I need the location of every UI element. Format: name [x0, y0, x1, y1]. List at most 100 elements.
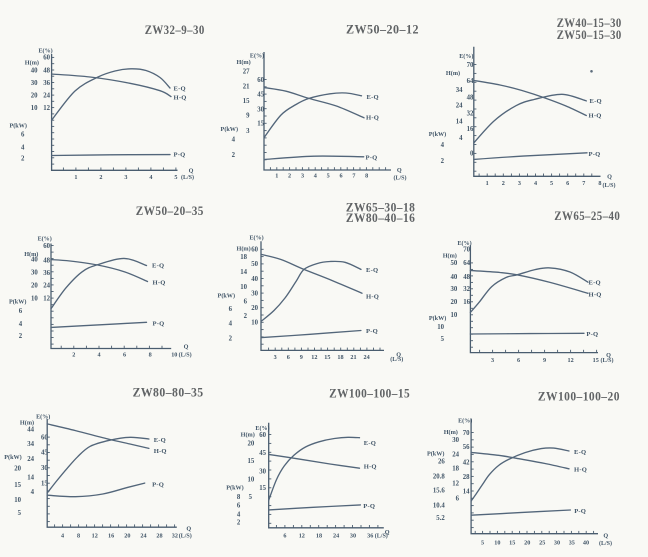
svg-text:H(m): H(m)	[24, 251, 38, 258]
svg-text:8: 8	[237, 494, 241, 501]
svg-text:26: 26	[438, 459, 445, 466]
svg-text:45: 45	[41, 450, 48, 457]
svg-text:70: 70	[463, 430, 470, 437]
svg-text:48: 48	[43, 68, 50, 75]
svg-text:15: 15	[243, 98, 250, 105]
svg-text:30: 30	[350, 532, 356, 539]
svg-text:8: 8	[598, 180, 601, 187]
svg-text:36: 36	[43, 80, 50, 87]
svg-text:24: 24	[43, 283, 50, 290]
svg-text:E(%): E(%)	[39, 48, 53, 55]
svg-text:60: 60	[259, 432, 266, 439]
svg-text:4: 4	[229, 321, 233, 328]
svg-text:24: 24	[456, 103, 463, 110]
svg-text:(L/S): (L/S)	[599, 540, 612, 547]
svg-text:28: 28	[463, 474, 470, 481]
svg-text:48: 48	[463, 274, 470, 281]
svg-text:6: 6	[566, 180, 569, 187]
svg-text:(L/S): (L/S)	[390, 356, 403, 363]
svg-text:E-Q: E-Q	[364, 440, 376, 447]
svg-text:E-Q: E-Q	[366, 267, 378, 274]
svg-text:15: 15	[259, 485, 266, 492]
svg-text:30: 30	[554, 540, 560, 547]
svg-text:15: 15	[324, 354, 330, 361]
svg-text:Q: Q	[606, 352, 611, 359]
svg-text:P-Q: P-Q	[363, 503, 375, 510]
svg-text:6: 6	[283, 532, 286, 539]
svg-text:18: 18	[240, 254, 247, 261]
svg-text:32: 32	[463, 286, 470, 293]
svg-text:70: 70	[467, 62, 474, 69]
svg-text:P(kW): P(kW)	[4, 454, 22, 461]
svg-text:16: 16	[463, 299, 470, 306]
svg-text:20: 20	[14, 466, 21, 473]
svg-text:12: 12	[568, 357, 574, 364]
svg-text:H(m): H(m)	[443, 252, 457, 259]
svg-text:4: 4	[237, 511, 241, 518]
svg-text:Q: Q	[397, 167, 402, 174]
svg-text:24: 24	[452, 452, 459, 459]
svg-text:30: 30	[251, 290, 258, 297]
svg-text:Q: Q	[385, 529, 390, 536]
svg-text:24: 24	[27, 456, 34, 463]
svg-text:5: 5	[327, 173, 330, 180]
svg-text:12: 12	[43, 105, 50, 112]
svg-text:50: 50	[451, 260, 458, 267]
svg-text:P(kW): P(kW)	[429, 131, 447, 138]
svg-text:E-Q: E-Q	[589, 280, 601, 287]
svg-text:8: 8	[365, 173, 368, 180]
svg-text:24: 24	[140, 533, 146, 540]
svg-text:6: 6	[287, 354, 290, 361]
svg-text:P-Q: P-Q	[589, 151, 601, 158]
svg-text:24: 24	[43, 93, 50, 100]
svg-text:E-Q: E-Q	[590, 98, 602, 105]
svg-text:20: 20	[31, 283, 38, 290]
svg-text:2: 2	[237, 519, 241, 526]
svg-text:E(%): E(%)	[255, 425, 269, 432]
svg-text:2: 2	[288, 173, 291, 180]
svg-text:Q: Q	[186, 526, 191, 533]
svg-text:P-Q: P-Q	[174, 152, 186, 159]
svg-text:H-Q: H-Q	[589, 292, 602, 299]
svg-text:12: 12	[43, 295, 50, 302]
svg-text:Q: Q	[189, 167, 194, 174]
svg-text:H-Q: H-Q	[174, 95, 187, 102]
svg-text:30: 30	[452, 437, 459, 444]
svg-text:20: 20	[124, 533, 130, 540]
svg-text:P(kW): P(kW)	[226, 485, 244, 492]
svg-text:6: 6	[339, 173, 342, 180]
svg-text:2: 2	[441, 158, 445, 165]
svg-text:12: 12	[311, 354, 317, 361]
svg-text:1: 1	[486, 180, 489, 187]
svg-text:4: 4	[232, 137, 236, 144]
svg-text:5: 5	[441, 336, 445, 343]
svg-text:20.8: 20.8	[433, 473, 445, 480]
svg-text:3: 3	[491, 357, 494, 364]
svg-text:36: 36	[43, 270, 50, 277]
svg-text:27: 27	[243, 69, 250, 76]
svg-text:6: 6	[19, 308, 23, 315]
svg-text:18: 18	[452, 466, 459, 473]
svg-text:3: 3	[124, 174, 127, 181]
svg-text:3: 3	[274, 354, 277, 361]
svg-text:60: 60	[43, 55, 50, 62]
svg-text:15: 15	[14, 482, 21, 489]
svg-text:34: 34	[456, 87, 463, 94]
svg-text:ZW100–100–20: ZW100–100–20	[538, 389, 620, 404]
svg-text:10.4: 10.4	[433, 502, 445, 509]
svg-text:E(%): E(%)	[458, 240, 472, 247]
svg-text:2: 2	[502, 180, 505, 187]
svg-text:1: 1	[275, 173, 278, 180]
svg-text:H(m): H(m)	[241, 432, 255, 439]
svg-text:10: 10	[451, 312, 458, 319]
svg-text:ZW80–80–35: ZW80–80–35	[133, 385, 204, 400]
svg-text:44: 44	[27, 426, 34, 433]
svg-text:16: 16	[108, 533, 114, 540]
svg-text:(L/S): (L/S)	[394, 175, 407, 182]
svg-text:6: 6	[517, 357, 520, 364]
svg-text:2: 2	[21, 156, 25, 163]
svg-text:2: 2	[232, 152, 236, 159]
svg-text:14: 14	[456, 119, 463, 126]
svg-text:5: 5	[18, 510, 22, 517]
svg-text:14: 14	[240, 269, 247, 276]
